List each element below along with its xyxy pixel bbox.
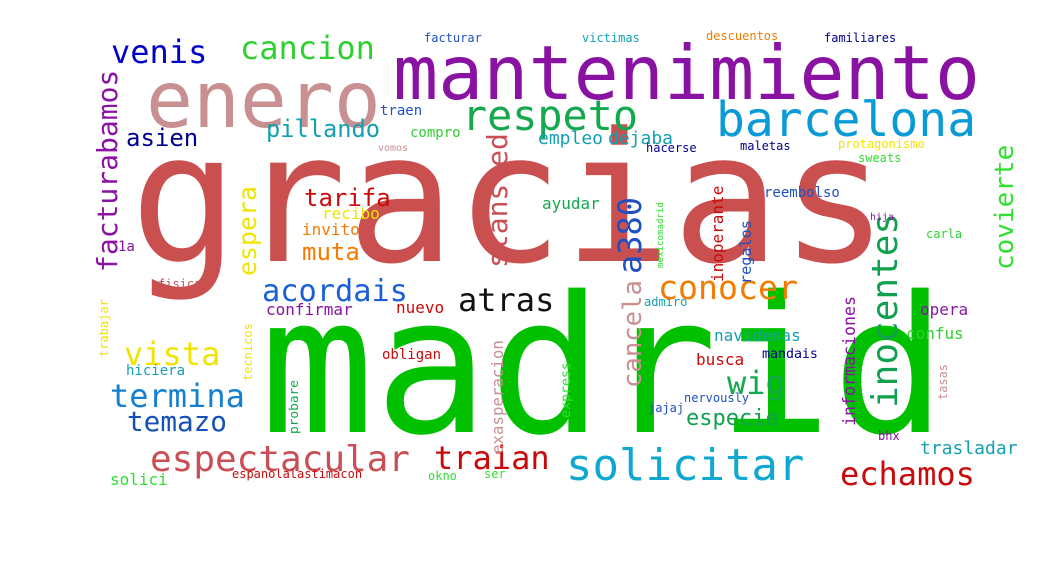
word-muta: muta [302,238,360,266]
word-inoperante: inoperante [708,185,727,283]
word-conocer: conocer [658,268,798,308]
word-espanolalastimacon: espanolalastimacon [232,467,363,481]
word-okno: okno [428,469,457,483]
word-reembolso: reembolso [764,185,840,201]
word-navidenas: navidenas [714,326,801,345]
word-trabajar: trabajar [97,299,111,357]
word-victimas: victimas [582,31,640,45]
word-asien: asien [126,124,199,152]
word-busca: busca [696,350,745,369]
word-madrid: madrid [260,256,947,477]
word-exasperacion: exasperacion [488,340,508,454]
word-traian: traian [434,439,550,477]
word-maletas: maletas [740,139,791,153]
word-mexicomadrid: mexicomadrid [656,202,667,268]
word-admiro: admiro [644,295,688,309]
word-ayudar: ayudar [542,194,600,213]
word-descuentos: descuentos [706,29,779,43]
word-hacerse: hacerse [646,141,697,155]
word-recibo: recibo [322,204,380,223]
word-hija: hija [870,212,894,224]
word-barcelona: barcelona [716,92,977,148]
word-empleo: empleo [538,128,604,149]
word-stansted: stansted [481,133,514,269]
word-informaciones: informaciones [839,296,859,426]
word-espera: espera [232,186,262,276]
word-invito: invito [302,220,360,239]
word-pillando: pillando [266,115,380,144]
word-fisica: fisica [158,277,202,291]
word-termina: termina [110,377,245,415]
word-trasladar: trasladar [920,438,1018,459]
word-solici: solici [110,470,168,489]
word-inocentes: inocentes [865,212,906,408]
word-opera: opera [920,300,969,319]
word-jajaj: jajaj [648,401,685,415]
word-mandais: mandais [762,347,818,363]
word-bhx: bhx [878,429,900,443]
word-wig: wig [727,364,785,402]
word-mantenimiento: mantenimiento [393,29,980,117]
word-acordais: acordais [262,273,408,309]
word-vista: vista [124,335,221,373]
word-dejaba: dejaba [608,128,674,149]
word-ser: ser [484,467,506,481]
word-cancion: cancion [240,29,375,67]
word-enero: enero [146,56,381,146]
word-a380: a380 [611,196,649,274]
word-gracias: gracias [130,95,889,304]
word-compro: compro [410,125,461,141]
word-solicitar: solicitar [566,440,805,491]
word-tarifa: tarifa [304,184,391,212]
word-express: express [559,362,575,418]
word-sweats: sweats [858,151,902,165]
word-venis: venis [111,33,208,71]
word-confirmar: confirmar [266,300,353,319]
word-regalos: regalos [737,220,756,284]
word-especie: especie [686,406,779,431]
word-espectacular: espectacular [150,439,410,480]
word-nuevo: nuevo [396,298,445,317]
word-tecnicos: tecnicos [241,323,255,381]
word-familiares: familiares [824,31,897,45]
word-hiciera: hiciera [126,363,186,379]
word-protagonismo: protagonismo [838,137,925,151]
word-echamos: echamos [840,455,975,493]
word-traen: traen [380,103,423,119]
word-covierte: covierte [990,144,1020,270]
word-obligan: obligan [382,347,442,363]
word-probare: probare [286,380,302,434]
word-confus: confus [906,324,964,343]
word-vomos: vomos [378,143,409,154]
word-nervously: nervously [684,391,750,405]
word-tasas: tasas [936,364,951,400]
word-respeto: respeto [462,91,638,141]
word-temazo: temazo [127,405,227,439]
word-carla: carla [926,227,963,241]
word-cancela: cancela [618,280,649,388]
word-facturar: facturar [424,31,482,45]
word-1a: 1a [118,239,135,255]
word-atras: atras [458,281,555,319]
